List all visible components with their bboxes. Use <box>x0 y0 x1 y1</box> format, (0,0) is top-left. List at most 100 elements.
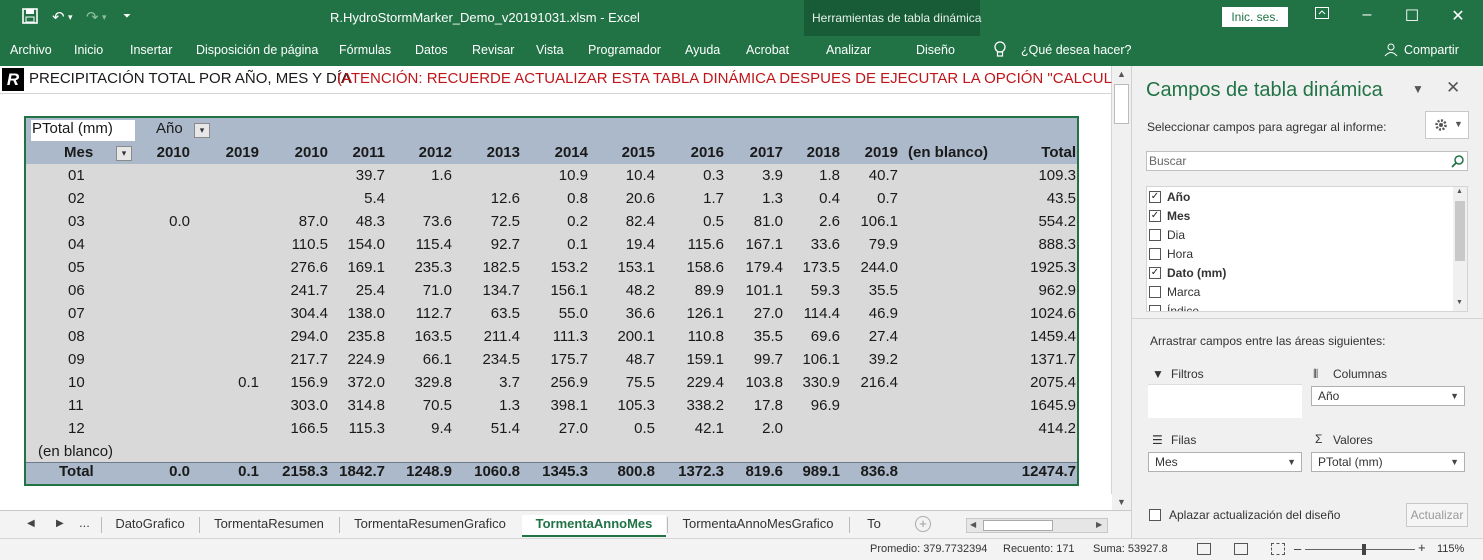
pivot-total-cell[interactable]: 1248.9 <box>406 463 452 480</box>
pivot-cell[interactable]: 99.7 <box>753 351 783 368</box>
pivot-column-header[interactable]: 2010 <box>156 144 190 161</box>
pivot-cell[interactable]: 175.7 <box>550 351 588 368</box>
pivot-cell[interactable]: 153.2 <box>550 259 588 276</box>
pivot-cell[interactable]: 234.5 <box>482 351 520 368</box>
field-checkbox[interactable] <box>1149 229 1161 241</box>
pivot-cell[interactable]: 96.9 <box>810 397 840 414</box>
normal-view-icon[interactable] <box>1197 543 1211 555</box>
pivot-row-label[interactable]: 10 <box>68 374 85 391</box>
pivot-cell[interactable]: 398.1 <box>550 397 588 414</box>
pivot-cell[interactable]: 134.7 <box>482 282 520 299</box>
pivot-cell[interactable]: 1.3 <box>499 397 520 414</box>
pivot-cell[interactable]: 46.9 <box>868 305 898 322</box>
pivot-cell[interactable]: 101.1 <box>745 282 783 299</box>
pivot-cell[interactable]: 0.5 <box>703 213 724 230</box>
pivot-column-header[interactable]: 2015 <box>621 144 655 161</box>
pivot-total-cell[interactable]: 836.8 <box>860 463 898 480</box>
pivot-cell[interactable]: 110.8 <box>687 328 724 345</box>
pivot-cell[interactable]: 154.0 <box>347 236 385 253</box>
prev-sheet-icon[interactable]: ◀ <box>27 518 35 529</box>
pivot-cell[interactable]: 173.5 <box>802 259 840 276</box>
zoom-in-icon[interactable]: + <box>1418 540 1426 555</box>
field-checkbox[interactable]: ✓ <box>1149 267 1161 279</box>
pivot-column-header[interactable]: 2018 <box>806 144 840 161</box>
ribbon-display-icon[interactable] <box>1312 6 1332 24</box>
pivot-cell[interactable]: 0.8 <box>567 190 588 207</box>
undo-icon[interactable]: ↶ <box>52 9 65 26</box>
pivot-cell[interactable]: 70.5 <box>422 397 452 414</box>
pivot-cell[interactable]: 0.1 <box>238 374 259 391</box>
tab-programador[interactable]: Programador <box>588 43 661 57</box>
pivot-cell[interactable]: 126.1 <box>686 305 724 322</box>
pivot-cell[interactable]: 158.6 <box>686 259 724 276</box>
pivot-cell[interactable]: 338.2 <box>686 397 724 414</box>
pivot-cell[interactable]: 105.3 <box>617 397 655 414</box>
pivot-cell[interactable]: 111.3 <box>552 328 588 345</box>
pivot-cell[interactable]: 156.9 <box>290 374 328 391</box>
pivot-cell[interactable]: 39.7 <box>355 167 385 184</box>
tab-insertar[interactable]: Insertar <box>130 43 173 57</box>
pivot-cell[interactable]: 3.7 <box>499 374 520 391</box>
pivot-cell[interactable]: 235.3 <box>414 259 452 276</box>
pivot-cell[interactable]: 9.4 <box>431 420 452 437</box>
pivot-total-cell[interactable]: 2158.3 <box>282 463 328 480</box>
sheet-tab-tormentaannomes[interactable]: TormentaAnnoMes <box>522 515 666 537</box>
tab-revisar[interactable]: Revisar <box>472 43 515 57</box>
pivot-cell[interactable]: 36.6 <box>625 305 655 322</box>
field-list-scrollbar[interactable]: ▲ ▼ <box>1453 187 1467 311</box>
pivot-cell[interactable]: 303.0 <box>290 397 328 414</box>
pivot-cell[interactable]: 0.0 <box>169 213 190 230</box>
pivot-cell[interactable]: 256.9 <box>550 374 588 391</box>
pivot-cell[interactable]: 10.4 <box>625 167 655 184</box>
update-button[interactable]: Actualizar <box>1406 503 1468 527</box>
pivot-total-cell[interactable]: 12474.7 <box>1021 463 1076 480</box>
tools-button[interactable]: ▼ <box>1425 111 1469 139</box>
pivot-cell[interactable]: 2.6 <box>819 213 840 230</box>
pivot-row-label[interactable]: 02 <box>68 190 85 207</box>
pivot-cell[interactable]: 66.1 <box>422 351 452 368</box>
pivot-cell[interactable]: 314.8 <box>347 397 385 414</box>
pivot-cell[interactable]: 63.5 <box>490 305 520 322</box>
pivot-cell[interactable]: 2.0 <box>762 420 783 437</box>
pivot-cell[interactable]: 229.4 <box>686 374 724 391</box>
pivot-cell[interactable]: 42.1 <box>694 420 724 437</box>
pivot-cell[interactable]: 51.4 <box>490 420 520 437</box>
scroll-up-icon[interactable]: ▲ <box>1117 69 1126 79</box>
sheet-tab-tormentaresumen[interactable]: TormentaResumen <box>214 516 324 531</box>
pivot-row-label[interactable]: (en blanco) <box>38 443 114 460</box>
pivot-total-cell[interactable]: 1060.8 <box>474 463 520 480</box>
pivot-cell[interactable]: 159.1 <box>686 351 724 368</box>
tab-disposicion[interactable]: Disposición de página <box>196 43 319 57</box>
pivot-cell[interactable]: 1371.7 <box>1030 351 1076 368</box>
field-checkbox[interactable] <box>1149 286 1161 298</box>
pivot-cell[interactable]: 115.3 <box>348 420 385 437</box>
pivot-column-header[interactable]: 2019 <box>864 144 898 161</box>
pivot-cell[interactable]: 81.0 <box>753 213 783 230</box>
redo-icon[interactable]: ↷ <box>86 9 99 26</box>
tab-ayuda[interactable]: Ayuda <box>685 43 721 57</box>
field-scroll-thumb[interactable] <box>1455 201 1465 261</box>
pivot-total-cell[interactable]: 1372.3 <box>678 463 724 480</box>
field-search-input[interactable]: Buscar <box>1146 151 1468 171</box>
tell-me-search[interactable]: ¿Qué desea hacer? <box>1021 43 1132 57</box>
pivot-cell[interactable]: 48.3 <box>355 213 385 230</box>
pivot-column-header[interactable]: 2010 <box>294 144 328 161</box>
pivot-cell[interactable]: 27.0 <box>558 420 588 437</box>
horizontal-scrollbar[interactable]: ◀ ▶ <box>966 518 1108 533</box>
pivot-cell[interactable]: 1.6 <box>431 167 452 184</box>
pivot-cell[interactable]: 40.7 <box>868 167 898 184</box>
page-break-view-icon[interactable] <box>1271 543 1285 555</box>
pivot-cell[interactable]: 59.3 <box>810 282 840 299</box>
pivot-cell[interactable]: 87.0 <box>298 213 328 230</box>
field-checkbox[interactable] <box>1149 305 1161 311</box>
pivot-column-header[interactable]: 2011 <box>352 144 385 161</box>
zoom-slider[interactable] <box>1305 549 1415 550</box>
field-checkbox[interactable] <box>1149 248 1161 260</box>
sheet-tab-tormentaresumengrafico[interactable]: TormentaResumenGrafico <box>354 516 506 531</box>
pivot-row-field[interactable]: Mes <box>64 144 94 161</box>
pivot-cell[interactable]: 89.9 <box>694 282 724 299</box>
pivot-total-cell[interactable]: 1842.7 <box>339 463 385 480</box>
pivot-cell[interactable]: 114.4 <box>803 305 840 322</box>
tab-vista[interactable]: Vista <box>536 43 564 57</box>
pivot-cell[interactable]: 1.7 <box>703 190 724 207</box>
